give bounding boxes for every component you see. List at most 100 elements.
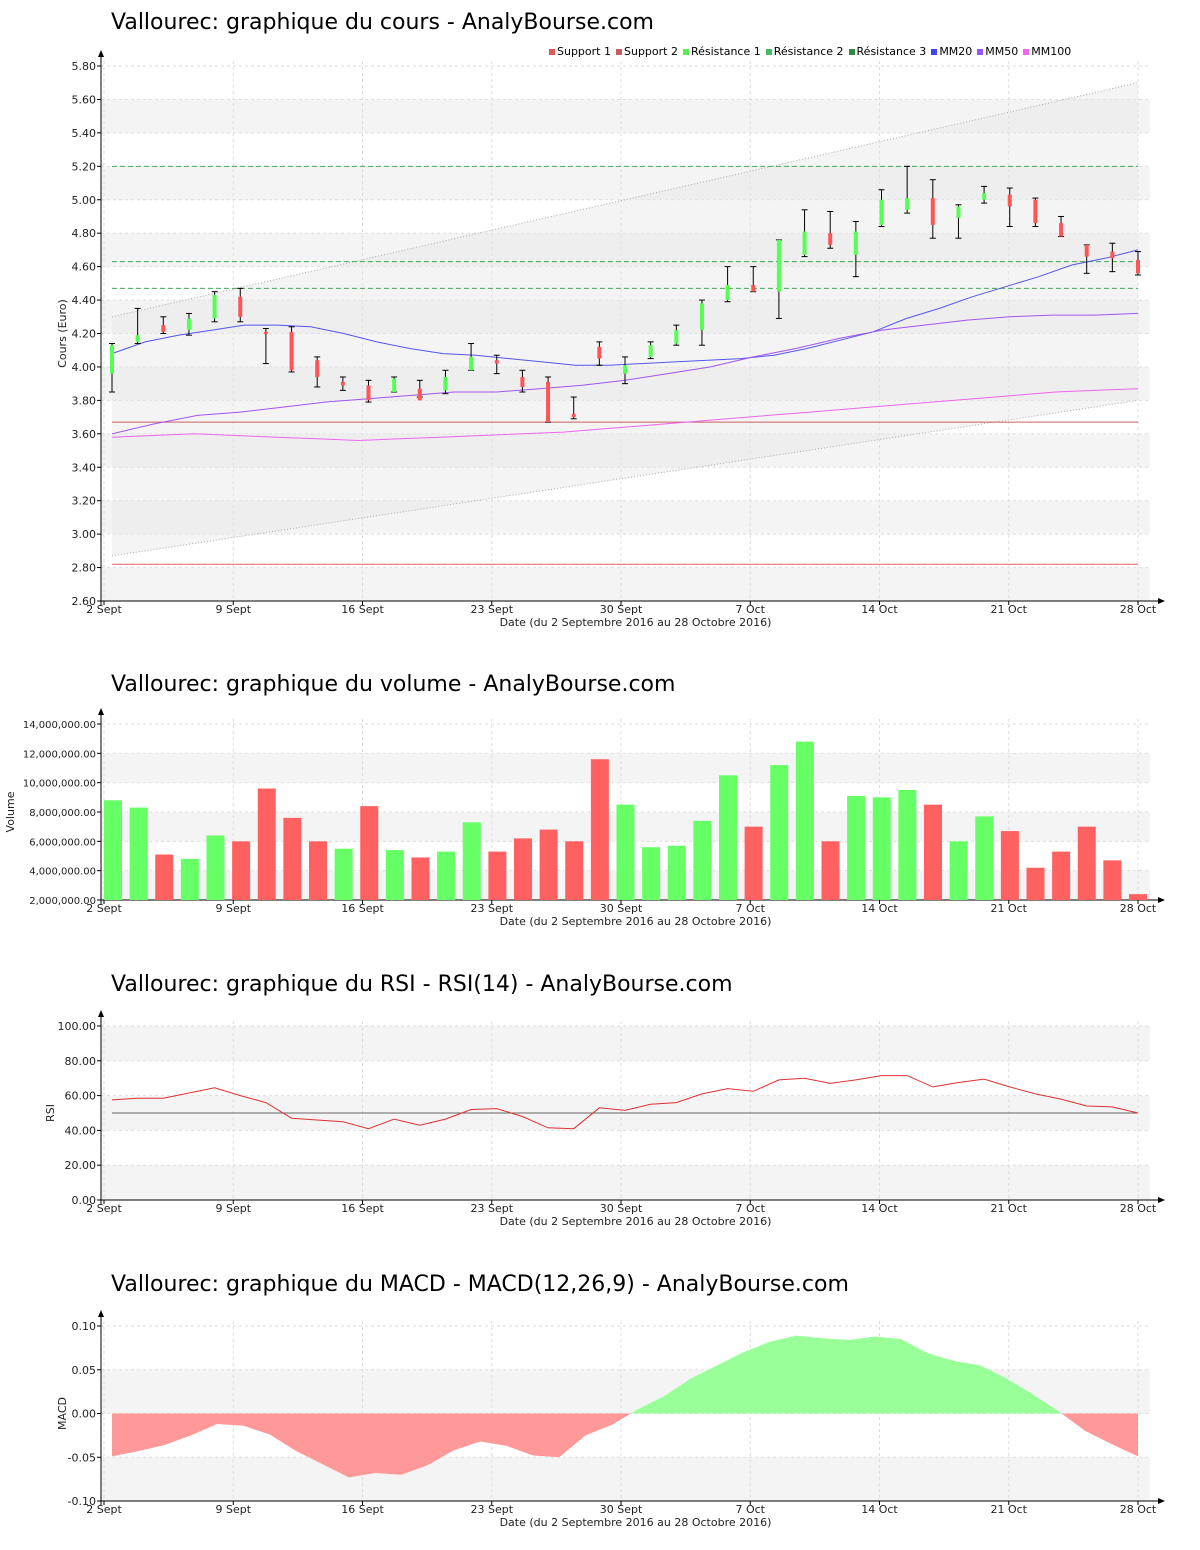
x-tick-label: 21 Oct — [990, 902, 1027, 915]
mm100-line — [111, 388, 1139, 442]
x-axis-arrow — [1158, 1197, 1165, 1203]
volume-bar-down — [1000, 831, 1019, 900]
volume-bar-down — [411, 857, 430, 900]
y-tick-label: 4.60 — [72, 261, 97, 274]
y-tick-label: 5.60 — [72, 93, 97, 106]
y-tick-label: 5.40 — [72, 127, 97, 140]
candle-down — [546, 381, 551, 423]
x-tick-label: 7 Oct — [735, 603, 765, 616]
candle-up — [956, 206, 961, 219]
candle-up — [853, 231, 858, 255]
candle-up — [776, 239, 781, 292]
candle-up — [110, 345, 114, 374]
legend-swatch — [931, 48, 938, 55]
candle-down — [828, 233, 833, 245]
legend-item: MM100 — [1023, 45, 1071, 58]
volume-bar-up — [719, 775, 737, 900]
x-axis-label: Date (du 2 Septembre 2016 au 28 Octobre … — [500, 1215, 772, 1228]
x-tick-label: 2 Sept — [86, 1202, 122, 1215]
legend-label: Résistance 1 — [690, 45, 761, 58]
candle-up — [802, 231, 807, 255]
plot-band — [101, 753, 1150, 783]
volume-bar-up — [616, 804, 635, 900]
y-tick-label: 3.00 — [72, 528, 97, 541]
y-axis-label: Volume — [4, 791, 17, 832]
volume-bar-down — [590, 759, 609, 900]
x-tick-label: 2 Sept — [86, 902, 122, 915]
x-tick-label: 23 Sept — [470, 902, 513, 915]
y-tick-label: 6,000,000.00 — [29, 837, 96, 848]
volume-bar-down — [565, 841, 584, 900]
volume-bar-down — [488, 851, 507, 900]
volume-bar-down — [744, 826, 763, 900]
y-tick-label: 12,000,000.00 — [23, 749, 96, 760]
volume-bar-down — [1026, 867, 1045, 900]
volume-bar-up — [385, 850, 404, 900]
y-tick-label: 3.80 — [72, 394, 97, 407]
x-axis-arrow — [1158, 897, 1165, 903]
volume-bar-down — [283, 817, 302, 900]
x-tick-label: 9 Sept — [215, 603, 251, 616]
plot-band — [101, 300, 1150, 334]
y-tick-label: 4.80 — [72, 227, 97, 240]
candle-down — [1007, 194, 1012, 207]
y-tick-label: 5.00 — [72, 194, 97, 207]
legend-item: Résistance 3 — [848, 45, 926, 58]
plot-band — [101, 1165, 1150, 1200]
volume-bar-up — [693, 820, 712, 900]
y-tick-label: 40.00 — [65, 1124, 97, 1137]
volume-bar-down — [821, 841, 840, 900]
candle-down — [366, 385, 371, 401]
macd-chart-title: Vallourec: graphique du MACD - MACD(12,2… — [111, 1272, 849, 1297]
volume-bar-up — [872, 797, 891, 900]
rsi-chart: 0.00 20.00 40.00 60.00 80.00 100.00 2 Sept 9 Se… — [44, 1010, 1165, 1228]
y-tick-label: 14,000,000.00 — [23, 720, 96, 731]
volume-bar-up — [898, 790, 917, 900]
volume-bar-down — [539, 829, 558, 900]
y-tick-label: 0.00 — [72, 1194, 97, 1207]
legend-swatch — [848, 48, 855, 55]
volume-bar-down — [257, 788, 276, 900]
candle-down — [494, 360, 499, 364]
x-tick-label: 2 Sept — [86, 603, 122, 616]
volume-chart-title: Vallourec: graphique du volume - AnalyBo… — [111, 672, 676, 697]
candle-down — [1084, 244, 1089, 257]
y-tick-label: 4.00 — [72, 361, 97, 374]
candle-up — [648, 345, 653, 357]
x-tick-label: 7 Oct — [735, 1503, 765, 1516]
candle-up — [443, 376, 448, 391]
candle-down — [263, 331, 268, 334]
price-panel: Vallourec: graphique du cours - AnalyBou… — [0, 0, 1200, 640]
candle-down — [751, 285, 756, 292]
macd-area-negative — [112, 1413, 631, 1478]
candle-down — [289, 331, 294, 371]
x-axis-label: Date (du 2 Septembre 2016 au 28 Octobre … — [500, 616, 772, 629]
x-axis-arrow — [1158, 1498, 1165, 1504]
price-legend: Support 1 Support 2 Résistance 1 Résistance… — [549, 45, 1071, 58]
volume-bar-up — [642, 847, 661, 900]
volume-bar-up — [129, 807, 148, 900]
plot-band — [101, 567, 1150, 601]
x-tick-label: 14 Oct — [861, 1503, 898, 1516]
candle-down — [597, 346, 602, 359]
candle-up — [674, 330, 679, 344]
candle-up — [186, 318, 191, 331]
plot-band — [101, 1026, 1150, 1061]
y-axis-arrow — [98, 1010, 104, 1017]
y-tick-label: 4.20 — [72, 328, 97, 341]
rsi-chart-title: Vallourec: graphique du RSI - RSI(14) - … — [111, 972, 733, 997]
rsi-line — [111, 1075, 1139, 1130]
volume-bar-down — [1077, 826, 1096, 900]
x-axis-arrow — [1158, 598, 1165, 604]
y-tick-label: 4.40 — [72, 294, 97, 307]
candle-down — [1059, 223, 1064, 237]
legend-item: MM20 — [931, 45, 972, 58]
y-tick-label: 4,000,000.00 — [29, 867, 96, 878]
plot-band — [101, 433, 1150, 468]
y-tick-label: 2.80 — [72, 562, 97, 575]
trend-channel-upper — [111, 82, 1139, 318]
volume-bar-down — [360, 806, 379, 900]
volume-bar-up — [437, 851, 456, 900]
volume-bar-up — [795, 741, 814, 900]
x-tick-label: 23 Sept — [470, 603, 513, 616]
